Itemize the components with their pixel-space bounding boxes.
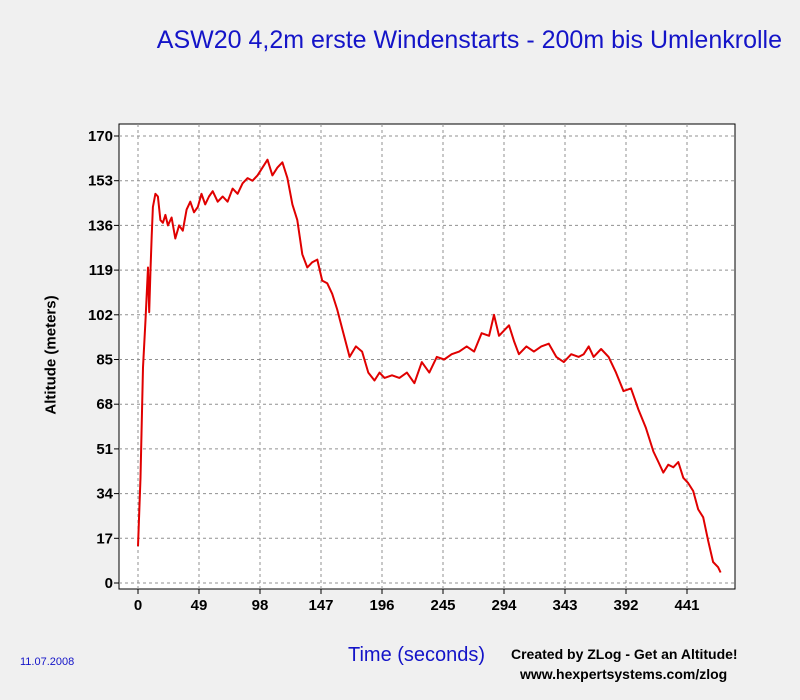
x-tick-label: 196 — [369, 597, 394, 614]
x-tick-label: 49 — [191, 597, 208, 614]
y-tick-label: 0 — [105, 575, 113, 592]
x-tick-label: 0 — [134, 597, 142, 614]
x-tick-label: 343 — [552, 597, 577, 614]
x-tick-label: 98 — [252, 597, 269, 614]
x-tick-label: 147 — [308, 597, 333, 614]
x-axis-label: Time (seconds) — [348, 644, 486, 666]
y-tick-label: 34 — [96, 486, 113, 503]
series-layer — [137, 158, 722, 573]
credit-line-1: Created by ZLog - Get an Altitude! — [511, 646, 738, 662]
y-tick-label: 119 — [89, 262, 113, 279]
credit-line-2: www.hexpertsystems.com/zlog — [520, 666, 728, 682]
y-tick-label: 136 — [88, 217, 113, 234]
x-tick-label: 441 — [674, 597, 699, 614]
x-tick-label: 294 — [491, 597, 517, 614]
grid-lines — [119, 124, 735, 589]
chart-title: ASW20 4,2m erste Windenstarts - 200m bis… — [156, 26, 782, 54]
x-tick-label: 245 — [430, 597, 455, 614]
y-axis-label: Altitude (meters) — [42, 295, 60, 415]
y-tick-label: 102 — [88, 307, 113, 324]
y-tick-label: 17 — [96, 530, 113, 547]
y-tick-label: 153 — [88, 173, 113, 190]
y-tick-label: 85 — [96, 352, 113, 369]
y-tick-label: 51 — [96, 441, 113, 458]
y-tick-label: 170 — [88, 128, 113, 145]
axis-ticks: 0 17 34 51 68 85 102 119 136 153 170 0 49 98 147 196 245… — [88, 128, 700, 614]
plot-area — [118, 123, 736, 590]
date-stamp: 11.07.2008 — [20, 656, 75, 668]
altitude-series-line — [137, 158, 722, 573]
y-tick-label: 68 — [96, 396, 113, 413]
x-tick-label: 392 — [613, 597, 638, 614]
